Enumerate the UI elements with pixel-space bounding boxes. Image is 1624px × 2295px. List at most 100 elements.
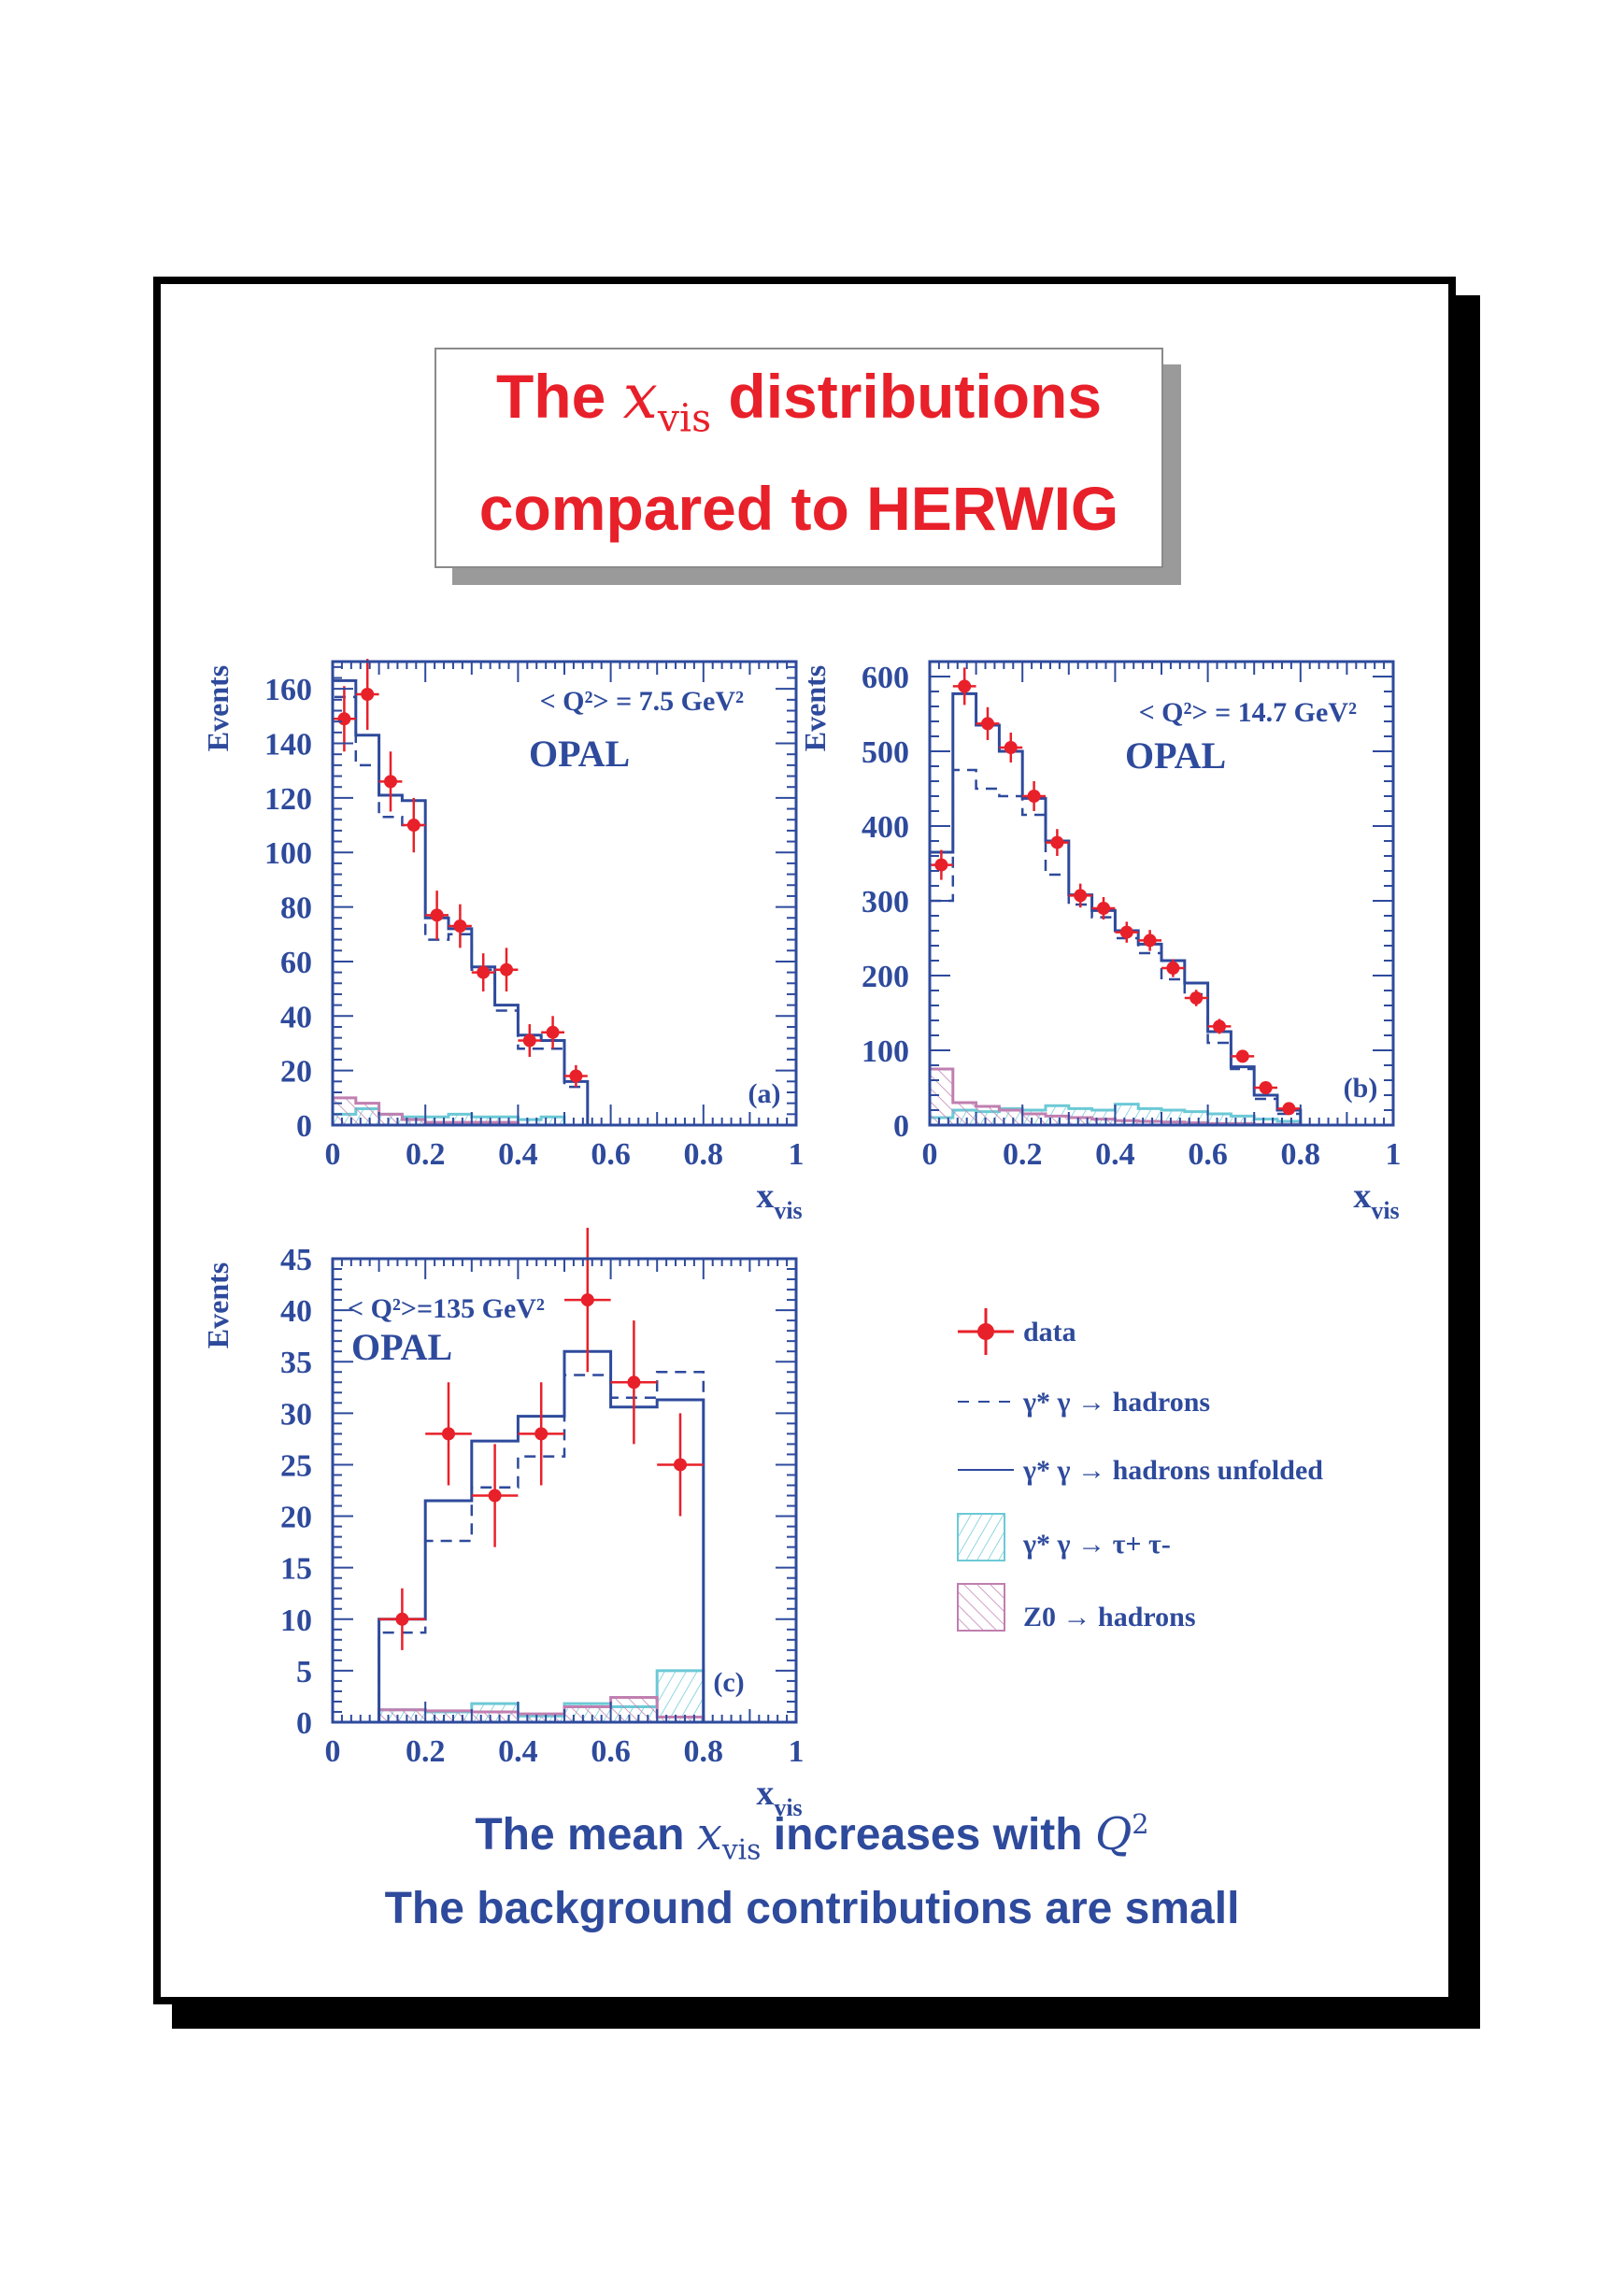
data-marker [1027, 790, 1041, 803]
data-point [471, 1444, 519, 1547]
data-marker [1050, 835, 1064, 849]
data-point [425, 891, 449, 940]
experiment-label: OPAL [529, 733, 630, 775]
data-marker [1282, 1102, 1296, 1116]
data-marker [546, 1025, 560, 1039]
data-point [564, 1064, 588, 1088]
data-point [1231, 1049, 1255, 1063]
x-axis-label: xvis [1353, 1176, 1399, 1224]
data-marker [569, 1069, 583, 1083]
unfolded-hist [331, 678, 611, 1127]
slide-title: The xvis distributions compared to HERWI… [434, 348, 1163, 568]
x-axis-label-sub: vis [774, 1197, 802, 1224]
charts-group: 0 0.2 0.4 0.6 0.8 1020406080100120140160Event… [201, 659, 1402, 1821]
x-tick-label: 0 [325, 1734, 341, 1769]
x-tick-label: 0.2 [1003, 1137, 1043, 1172]
x-axis-label-main: x [756, 1774, 774, 1813]
data-marker [384, 775, 397, 789]
data-marker [1119, 925, 1133, 939]
x-tick-label: 0.6 [591, 1734, 631, 1769]
data-point [1022, 781, 1046, 811]
x-tick-label: 0.4 [1095, 1137, 1135, 1172]
data-point [1254, 1081, 1277, 1094]
y-tick-label: 500 [862, 735, 909, 770]
legend-herwig-label: γ* γ → hadrons [1022, 1387, 1210, 1418]
x-axis-label-sub: vis [1371, 1197, 1399, 1224]
y-tick-label: 0 [893, 1109, 909, 1144]
y-axis-label: Events [798, 665, 832, 751]
data-point [657, 1413, 704, 1517]
experiment-label: OPAL [351, 1326, 452, 1368]
title-line-1: The xvis distributions [495, 361, 1103, 441]
data-marker [934, 858, 948, 872]
data-marker [500, 962, 513, 976]
panel-label: (a) [748, 1078, 781, 1109]
data-point [355, 659, 379, 730]
data-point [449, 904, 472, 948]
panel-0: 0 0.2 0.4 0.6 0.8 1 0 20 40 60 80 100 120 140 160 Event… [201, 659, 805, 1224]
y-tick-label: 45 [280, 1243, 312, 1277]
x-tick-label: 0.8 [684, 1734, 724, 1769]
x-tick-label: 0.8 [1281, 1137, 1321, 1172]
data-marker [1190, 991, 1204, 1005]
x-axis-label: xvis [756, 1176, 802, 1224]
data-marker [534, 1427, 548, 1441]
legend: data γ* γ → hadrons γ* γ → hadrons unfolde… [957, 1308, 1323, 1632]
x-tick-label: 0.8 [684, 1137, 724, 1172]
data-point [518, 1382, 564, 1486]
q2-annotation: < Q²> = 7.5 GeV² [540, 686, 744, 717]
x-tick-label: 0.6 [1188, 1137, 1228, 1172]
y-tick-label: 5 [296, 1655, 312, 1689]
panel-1: 0 0.2 0.4 0.6 0.8 1 0 100 200 300 400 500 600 Events x… [798, 660, 1402, 1224]
x-tick-label: 0.4 [498, 1734, 538, 1769]
data-marker [958, 679, 972, 693]
data-point [930, 849, 953, 880]
y-tick-label: 15 [280, 1552, 312, 1587]
data-marker [453, 919, 467, 934]
data-marker [395, 1612, 409, 1626]
legend-z0-swatch [957, 1583, 1005, 1632]
y-tick-label: 200 [862, 960, 909, 994]
data-marker [477, 965, 491, 979]
y-tick-label: 100 [862, 1034, 909, 1069]
data-point [402, 797, 426, 853]
data-marker [1143, 934, 1157, 948]
data-marker [361, 688, 375, 702]
legend-data-marker [977, 1323, 994, 1340]
footer-line-2: The background contributions are small [384, 1884, 1240, 1933]
data-point [1138, 930, 1161, 951]
data-marker [337, 712, 351, 726]
x-tick-label: 1 [1386, 1137, 1402, 1172]
herwig-hist [928, 768, 1324, 1127]
data-point [1068, 883, 1092, 908]
y-tick-label: 35 [280, 1346, 312, 1380]
data-marker [1097, 902, 1110, 915]
data-point [378, 1588, 426, 1650]
y-tick-label: 20 [280, 1501, 312, 1535]
herwig-hist [378, 1370, 705, 1722]
y-tick-label: 25 [280, 1448, 312, 1483]
y-axis-label: Events [201, 1262, 235, 1348]
legend-tau-label: γ* γ → τ+ τ- [1022, 1529, 1171, 1560]
data-point [1184, 990, 1208, 1006]
x-axis-label-main: x [1353, 1176, 1371, 1216]
x-tick-label: 0.6 [591, 1137, 631, 1172]
data-marker [442, 1427, 455, 1441]
data-point [564, 1227, 611, 1373]
legend-unfolded-label: γ* γ → hadrons unfolded [1022, 1455, 1323, 1486]
x-tick-label: 1 [789, 1734, 805, 1769]
data-marker [1235, 1049, 1249, 1063]
data-marker [674, 1458, 687, 1472]
data-marker [1074, 889, 1088, 903]
data-point [1207, 1019, 1232, 1034]
y-tick-label: 0 [296, 1109, 312, 1144]
data-point [471, 953, 495, 992]
x-axis-label-main: x [756, 1176, 774, 1216]
x-axis-label: xvis [756, 1774, 802, 1821]
legend-tau-swatch [957, 1513, 1005, 1561]
y-tick-label: 600 [862, 661, 909, 695]
y-tick-label: 160 [264, 673, 312, 707]
data-marker [1213, 1019, 1226, 1033]
data-point [494, 948, 519, 992]
